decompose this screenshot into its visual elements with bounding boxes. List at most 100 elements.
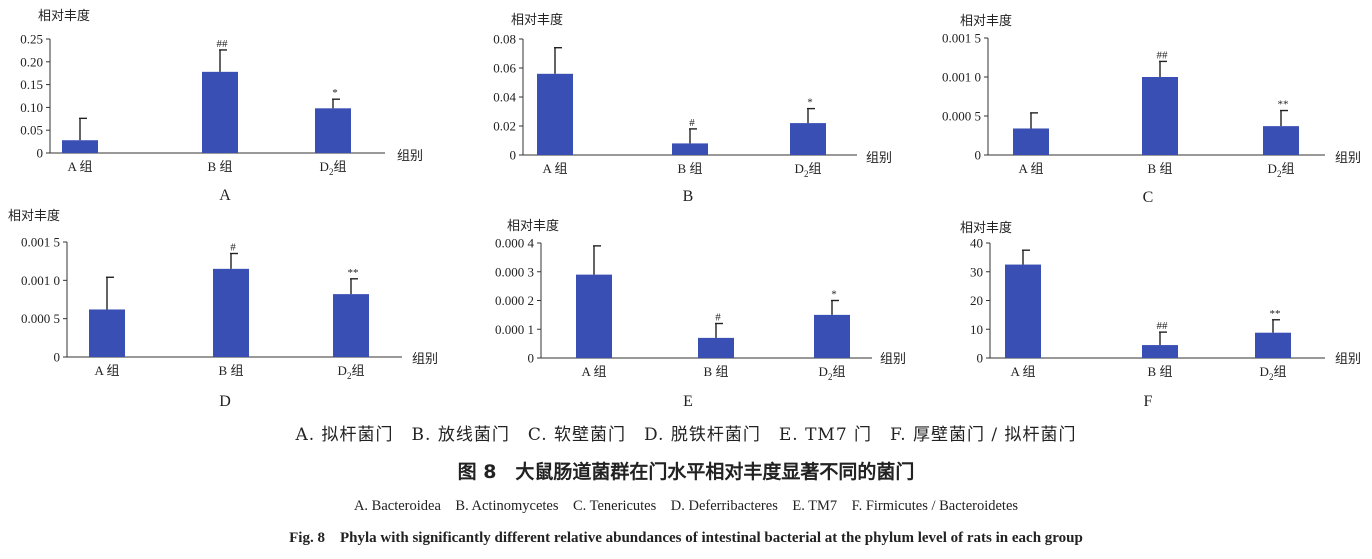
significance-mark: ** [348, 267, 359, 279]
significance-mark: ## [217, 38, 229, 50]
bar [576, 274, 612, 358]
bar [333, 294, 369, 357]
y-tick-label: 0.000 2 [495, 293, 534, 308]
x-tick-label: D2组 [338, 363, 365, 381]
y-axis-label: 相对丰度 [38, 8, 90, 23]
y-tick-label: 0.000 4 [495, 236, 535, 251]
bar [672, 143, 708, 155]
significance-mark: * [332, 87, 338, 99]
panel-names-caption: A. 拟杆菌门 B. 放线菌门 C. 软壁菌门 D. 脱铁杆菌门 E. TM7 … [295, 425, 1077, 445]
significance-mark: * [807, 97, 813, 109]
y-tick-label: 0.08 [493, 32, 516, 47]
x-tick-label: B 组 [219, 363, 244, 378]
x-axis-label: 组别 [412, 351, 438, 366]
significance-mark: # [230, 242, 236, 254]
bar [698, 337, 734, 358]
x-axis-label: 组别 [1335, 150, 1361, 165]
panel-names-english: A. Bacteroidea B. Actinomycetes C. Tener… [353, 498, 1019, 514]
bar [62, 140, 98, 153]
y-tick-label: 0.001 0 [21, 273, 60, 288]
y-tick-label: 0 [975, 148, 982, 163]
y-axis-label: 相对丰度 [511, 12, 563, 27]
x-tick-label: B 组 [678, 161, 703, 176]
y-tick-label: 0.06 [493, 61, 516, 76]
y-tick-label: 0.000 1 [495, 322, 534, 337]
y-tick-label: 0.000 5 [942, 109, 981, 124]
x-tick-label: B 组 [704, 364, 729, 379]
panel-label: A [219, 187, 231, 204]
y-tick-label: 10 [970, 322, 983, 337]
x-tick-label: A 组 [68, 159, 93, 174]
y-tick-label: 0 [54, 350, 61, 365]
y-tick-label: 0.20 [20, 54, 43, 69]
significance-mark: ## [1157, 49, 1169, 61]
x-tick-label: D2组 [819, 364, 846, 382]
y-tick-label: 0 [37, 146, 44, 161]
x-tick-label: B 组 [208, 159, 233, 174]
significance-mark: ** [1278, 99, 1289, 111]
panel-label: D [219, 393, 231, 410]
bar [89, 309, 125, 357]
panel-label: F [1144, 393, 1153, 410]
y-tick-label: 0.001 0 [942, 70, 981, 85]
panel-label: E [683, 393, 693, 410]
bar [1255, 332, 1291, 358]
y-axis-label: 相对丰度 [8, 208, 60, 223]
bar [790, 123, 826, 155]
x-tick-label: B 组 [1148, 161, 1173, 176]
x-axis-label: 组别 [866, 150, 892, 165]
x-tick-label: A 组 [1019, 161, 1044, 176]
bar [1142, 345, 1178, 358]
x-tick-label: A 组 [1011, 364, 1036, 379]
y-tick-label: 40 [970, 236, 983, 251]
x-tick-label: D2组 [1260, 364, 1287, 382]
figure-title-chinese: 图 8 大鼠肠道菌群在门水平相对丰度显著不同的菌门 [457, 461, 915, 483]
x-axis-label: 组别 [1335, 351, 1361, 366]
y-tick-label: 0 [510, 148, 517, 163]
y-tick-label: 30 [970, 264, 983, 279]
y-axis-label: 相对丰度 [960, 220, 1012, 235]
panel-label: B [683, 188, 694, 205]
y-tick-label: 0 [528, 351, 535, 366]
significance-mark: ## [1157, 320, 1169, 332]
significance-mark: # [715, 312, 721, 324]
x-axis-label: 组别 [880, 351, 906, 366]
x-tick-label: A 组 [95, 363, 120, 378]
x-tick-label: D2组 [320, 159, 347, 177]
bar [814, 314, 850, 358]
y-tick-label: 0.02 [493, 119, 516, 134]
significance-mark: ** [1270, 308, 1281, 320]
x-axis-label: 组别 [397, 148, 423, 163]
bar [1263, 126, 1299, 155]
y-tick-label: 0.04 [493, 90, 516, 105]
y-tick-label: 0.05 [20, 123, 43, 138]
y-tick-label: 0 [977, 351, 984, 366]
bar [1005, 264, 1041, 358]
bar [213, 268, 249, 357]
bar [315, 108, 351, 153]
x-tick-label: B 组 [1148, 364, 1173, 379]
y-tick-label: 0.000 3 [495, 264, 534, 279]
significance-mark: # [689, 117, 695, 129]
panel-label: C [1143, 189, 1154, 206]
y-axis-label: 相对丰度 [507, 218, 559, 233]
significance-mark: * [831, 289, 837, 301]
x-tick-label: D2组 [1268, 161, 1295, 179]
x-tick-label: A 组 [543, 161, 568, 176]
bar [1142, 77, 1178, 155]
y-tick-label: 0.10 [20, 100, 43, 115]
bar [202, 71, 238, 153]
y-tick-label: 0.000 5 [21, 311, 60, 326]
x-tick-label: D2组 [795, 161, 822, 179]
y-tick-label: 20 [970, 293, 983, 308]
y-tick-label: 0.25 [20, 32, 43, 47]
x-tick-label: A 组 [582, 364, 607, 379]
bar [537, 73, 573, 155]
y-axis-label: 相对丰度 [960, 13, 1012, 28]
